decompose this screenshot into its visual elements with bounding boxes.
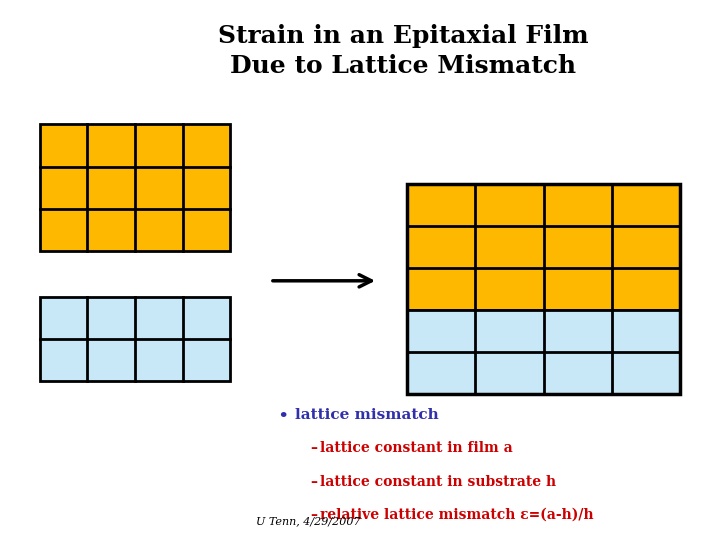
Bar bbox=[407, 184, 680, 310]
Text: •: • bbox=[276, 408, 288, 426]
Text: U Tenn, 4/29/2007: U Tenn, 4/29/2007 bbox=[256, 516, 360, 526]
Text: lattice constant in film a: lattice constant in film a bbox=[320, 441, 513, 455]
Text: –: – bbox=[310, 508, 317, 522]
Bar bbox=[40, 297, 230, 381]
Bar bbox=[407, 184, 680, 394]
Text: –: – bbox=[310, 441, 317, 455]
Text: relative lattice mismatch ε=(a-h)/h: relative lattice mismatch ε=(a-h)/h bbox=[320, 508, 594, 522]
Text: lattice constant in substrate h: lattice constant in substrate h bbox=[320, 475, 557, 489]
Text: –: – bbox=[310, 475, 317, 489]
Bar bbox=[407, 310, 680, 394]
Text: Strain in an Epitaxial Film
Due to Lattice Mismatch: Strain in an Epitaxial Film Due to Latti… bbox=[218, 24, 588, 78]
Text: lattice mismatch: lattice mismatch bbox=[295, 408, 439, 422]
Bar bbox=[40, 124, 230, 251]
